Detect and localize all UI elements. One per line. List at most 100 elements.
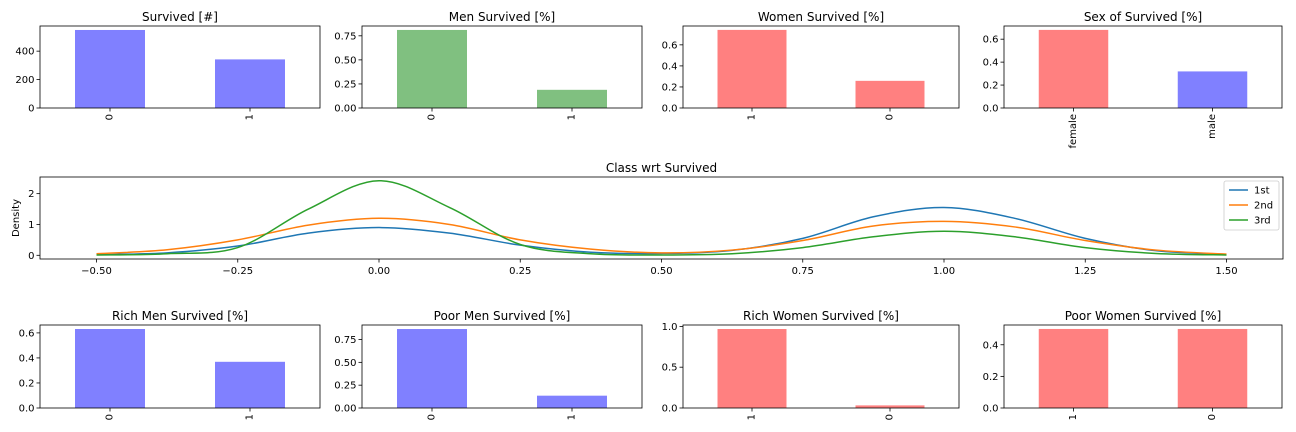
x-tick-label: 1 bbox=[747, 414, 758, 420]
bar bbox=[537, 89, 607, 108]
bar bbox=[215, 361, 285, 408]
plot-frame bbox=[361, 25, 643, 109]
bar bbox=[717, 328, 787, 408]
chart-panel-8: Poor Women Survived [%] 1 0 0.0 0.2 0.4 bbox=[983, 309, 1283, 420]
bar bbox=[1038, 328, 1109, 408]
y-tick-label: 200 bbox=[15, 75, 34, 86]
x-tick-label: 1 bbox=[567, 114, 578, 120]
plot-frame bbox=[39, 176, 1284, 260]
x-tick-label: female bbox=[1068, 114, 1079, 148]
bar bbox=[717, 29, 787, 108]
chart-title: Women Survived [%] bbox=[758, 10, 884, 24]
y-tick-label: 0.0 bbox=[19, 404, 35, 415]
y-tick-label: 1 bbox=[28, 220, 34, 231]
legend-label: 2nd bbox=[1254, 201, 1273, 212]
legend-label: 1st bbox=[1254, 186, 1270, 197]
chart-panel-5: Rich Men Survived [%] 0 1 0.0 0.2 0.4 0.6 bbox=[19, 309, 321, 420]
series-line-3rd bbox=[96, 179, 1227, 256]
bar bbox=[537, 395, 607, 408]
chart-panel-1: Men Survived [%] 0 1 0.00 0.25 0.50 0.75 bbox=[334, 10, 643, 120]
bar bbox=[855, 405, 925, 408]
y-tick-label: 0.50 bbox=[334, 358, 356, 369]
bar bbox=[75, 329, 145, 408]
x-tick-label: 0 bbox=[885, 414, 896, 420]
chart-panel-2: Women Survived [%] 1 0 0.0 0.2 0.4 0.6 bbox=[662, 10, 960, 120]
plot-frame bbox=[1003, 25, 1283, 109]
y-tick-label: 0.50 bbox=[334, 55, 356, 66]
y-tick-label: 0.6 bbox=[19, 328, 35, 339]
y-tick-label: 0.5 bbox=[662, 363, 678, 374]
legend-label: 3rd bbox=[1254, 216, 1271, 227]
x-tick-label: 1.25 bbox=[1074, 266, 1096, 277]
chart-title: Rich Men Survived [%] bbox=[112, 309, 248, 323]
y-tick-label: 0.0 bbox=[662, 404, 678, 415]
bar bbox=[1177, 71, 1248, 108]
legend-box bbox=[1223, 180, 1280, 231]
chart-title: Sex of Survived [%] bbox=[1084, 10, 1202, 24]
x-tick-label: −0.50 bbox=[81, 266, 112, 277]
y-tick-label: 0.4 bbox=[983, 340, 999, 351]
y-tick-label: 1.0 bbox=[662, 322, 678, 333]
x-tick-label: 0 bbox=[427, 414, 438, 420]
chart-title: Rich Women Survived [%] bbox=[743, 309, 899, 323]
series-line-2nd bbox=[96, 217, 1227, 255]
chart-title: Men Survived [%] bbox=[449, 10, 555, 24]
plot-frame bbox=[361, 324, 643, 409]
y-axis-label: Density bbox=[11, 199, 22, 237]
x-tick-label: 1 bbox=[747, 114, 758, 120]
chart-panel-7: Rich Women Survived [%] 1 0 0.0 0.5 1.0 bbox=[662, 309, 960, 420]
series-line-1st bbox=[96, 206, 1227, 256]
y-tick-label: 0.00 bbox=[334, 104, 356, 115]
y-tick-label: 0.4 bbox=[983, 58, 999, 69]
plot-frame bbox=[39, 324, 321, 409]
chart-title: Poor Women Survived [%] bbox=[1065, 309, 1222, 323]
y-tick-label: 0.2 bbox=[662, 82, 678, 93]
x-tick-label: 0 bbox=[1207, 414, 1218, 420]
legend: 1st 2nd 3rd bbox=[1223, 180, 1280, 231]
bar bbox=[1177, 328, 1248, 408]
x-tick-label: 0.50 bbox=[650, 266, 672, 277]
y-tick-label: 0.2 bbox=[983, 372, 999, 383]
y-tick-label: 0.6 bbox=[983, 35, 999, 46]
bar bbox=[75, 29, 145, 108]
y-tick-label: 0.75 bbox=[334, 31, 356, 42]
x-tick-label: 0 bbox=[427, 114, 438, 120]
x-tick-label: 0.00 bbox=[368, 266, 390, 277]
chart-panel-6: Poor Men Survived [%] 0 1 0.00 0.25 0.50 0.75 bbox=[334, 309, 643, 420]
x-tick-label: 1 bbox=[245, 414, 256, 420]
plot-frame bbox=[1003, 324, 1283, 409]
bar bbox=[397, 329, 467, 408]
y-tick-label: 0.2 bbox=[19, 378, 35, 389]
y-tick-label: 0.2 bbox=[983, 81, 999, 92]
y-tick-label: 0.0 bbox=[983, 404, 999, 415]
y-tick-label: 2 bbox=[28, 189, 34, 200]
chart-title: Class wrt Survived bbox=[606, 161, 717, 175]
x-tick-label: 0 bbox=[885, 114, 896, 120]
x-tick-label: 0.25 bbox=[509, 266, 531, 277]
y-tick-label: 400 bbox=[15, 47, 34, 58]
x-tick-label: 1 bbox=[567, 414, 578, 420]
y-tick-label: 0.25 bbox=[334, 79, 356, 90]
x-tick-label: 1.50 bbox=[1215, 266, 1237, 277]
plot-frame bbox=[682, 25, 960, 109]
y-tick-label: 0.6 bbox=[662, 40, 678, 51]
x-tick-label: 1.00 bbox=[933, 266, 955, 277]
y-tick-label: 0.0 bbox=[662, 104, 678, 115]
y-tick-label: 0 bbox=[28, 104, 34, 115]
chart-title: Survived [#] bbox=[142, 10, 218, 24]
y-tick-label: 0.75 bbox=[334, 335, 356, 346]
x-tick-label: male bbox=[1207, 114, 1218, 139]
chart-panel-3: Sex of Survived [%] female male 0.0 0.2 0.4 0.… bbox=[983, 10, 1283, 148]
y-tick-label: 0 bbox=[28, 251, 34, 262]
y-tick-label: 0.25 bbox=[334, 381, 356, 392]
bar bbox=[855, 80, 925, 108]
chart-panel-4: Class wrt Survived −0.50 −0.25 0.00 0.25 0.50… bbox=[11, 161, 1284, 277]
x-tick-label: 0.75 bbox=[792, 266, 814, 277]
x-tick-label: 1 bbox=[245, 114, 256, 120]
x-tick-label: 0 bbox=[105, 414, 116, 420]
plot-frame bbox=[39, 25, 321, 109]
y-tick-label: 0.00 bbox=[334, 404, 356, 415]
bar bbox=[1038, 29, 1109, 109]
x-tick-label: −0.25 bbox=[222, 266, 253, 277]
